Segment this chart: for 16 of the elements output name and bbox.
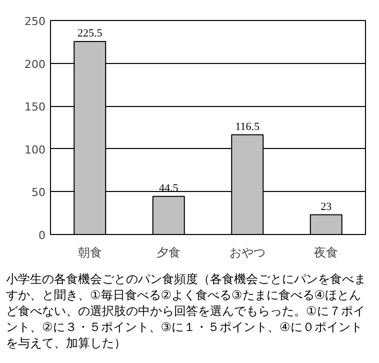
data-label: 23	[320, 200, 332, 213]
y-tick-label: 150	[24, 100, 46, 114]
y-tick-label: 0	[38, 229, 46, 242]
bar	[152, 196, 185, 234]
data-label: 116.5	[235, 120, 260, 133]
x-tick-label: おやつ	[229, 246, 266, 260]
x-tick-label: 夜食	[314, 246, 338, 260]
text: 小学生の各食機会ごとのパン食頻度（各食機会ごとにパンを食べますか、と聞き、①毎日食べる②よく食べる③たまに食べる④ほとんど食べない、の選択肢の中から回答を選んでもらった。①に７ポイント、②に３・５ポイント、③に１・５ポイント、④に０ポイントを与えて、加算した）	[6, 271, 367, 351]
x-tick-label: 朝食	[78, 246, 102, 260]
y-tick-label: 200	[24, 58, 46, 71]
x-tick-label: 夕食	[156, 246, 181, 260]
data-label: 225.5	[78, 27, 103, 40]
y-tick-label: 50	[32, 186, 46, 200]
y-tick-label: 100	[24, 143, 46, 156]
bar	[310, 214, 342, 234]
y-tick-label: 250	[24, 15, 46, 28]
